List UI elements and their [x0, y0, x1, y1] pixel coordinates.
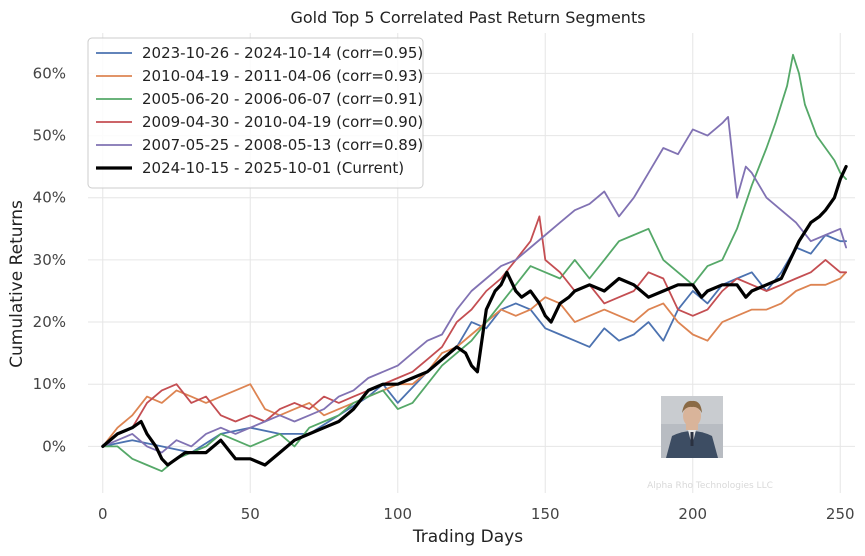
legend-label-3: 2005-06-20 - 2006-06-07 (corr=0.91): [142, 90, 423, 108]
y-tick-label: 20%: [33, 313, 66, 331]
x-tick-label: 50: [241, 505, 260, 523]
chart-title: Gold Top 5 Correlated Past Return Segmen…: [290, 8, 645, 27]
series-line-4: [101, 215, 847, 448]
legend: 2023-10-26 - 2024-10-14 (corr=0.95) 2010-…: [87, 37, 424, 189]
series-line-6: [101, 165, 848, 467]
y-tick-label: 40%: [33, 189, 66, 207]
x-tick-label: 200: [678, 505, 707, 523]
y-tick-label: 10%: [33, 375, 66, 393]
series-line-3: [101, 53, 847, 473]
x-axis-label: Trading Days: [412, 527, 523, 547]
series-line-2: [101, 271, 847, 448]
legend-box: [87, 37, 424, 189]
y-tick-label: 50%: [33, 127, 66, 145]
y-tick-label: 0%: [42, 437, 66, 455]
legend-label-2: 2010-04-19 - 2011-04-06 (corr=0.93): [142, 67, 423, 85]
x-tick-label: 0: [98, 505, 108, 523]
y-axis-label: Cumulative Returns: [7, 200, 27, 368]
legend-label-4: 2009-04-30 - 2010-04-19 (corr=0.90): [142, 113, 423, 131]
watermark-text: Alpha Rho Technologies LLC: [647, 481, 773, 491]
legend-label-1: 2023-10-26 - 2024-10-14 (corr=0.95): [142, 44, 423, 62]
series-line-5: [101, 116, 847, 454]
tick-labels: 0 50 100 150 200 250 0% 10% 20% 30% 40% 50% 60%: [33, 64, 855, 523]
person-portrait-icon: [661, 396, 723, 458]
x-tick-label: 150: [531, 505, 560, 523]
x-tick-label: 100: [383, 505, 412, 523]
watermark: Alpha Rho Technologies LLC: [647, 396, 773, 491]
y-tick-label: 30%: [33, 251, 66, 269]
y-tick-label: 60%: [33, 64, 66, 82]
legend-label-6: 2024-10-15 - 2025-10-01 (Current): [142, 159, 404, 177]
series-line-1: [101, 234, 847, 454]
x-tick-label: 250: [826, 505, 855, 523]
series-lines: [101, 53, 848, 473]
legend-label-5: 2007-05-25 - 2008-05-13 (corr=0.89): [142, 136, 423, 154]
